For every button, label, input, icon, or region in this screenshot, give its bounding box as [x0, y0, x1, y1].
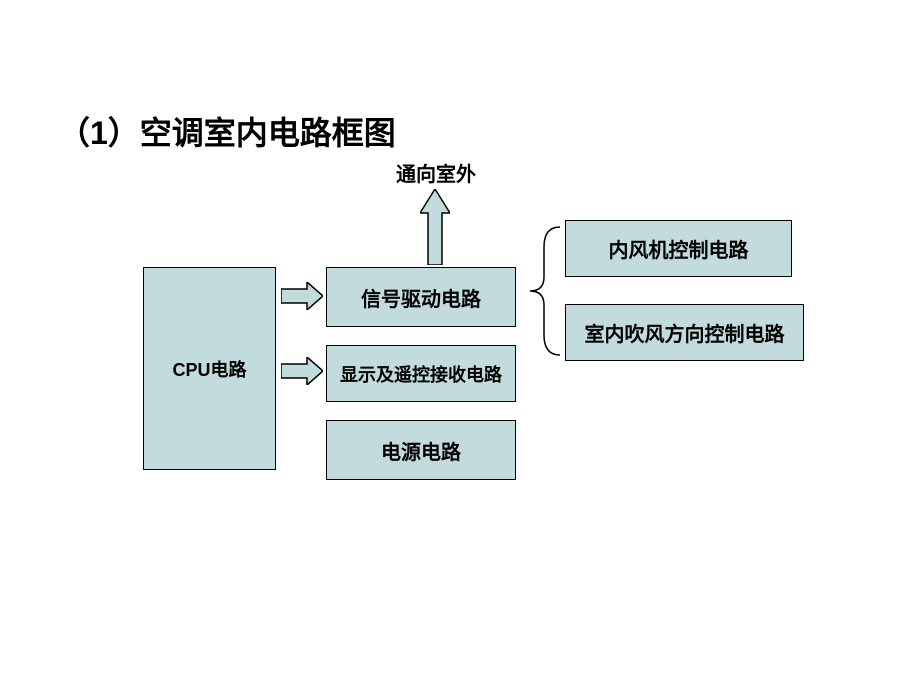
cpu-box: CPU电路 — [143, 267, 276, 470]
direction-control-box: 室内吹风方向控制电路 — [565, 304, 804, 361]
right-arrow-1-icon — [281, 282, 323, 310]
display-remote-label: 显示及遥控接收电路 — [340, 361, 502, 387]
fan-control-box: 内风机控制电路 — [565, 220, 792, 277]
right-arrow-2-icon — [281, 357, 323, 385]
up-arrow-icon — [420, 189, 450, 265]
direction-control-label: 室内吹风方向控制电路 — [585, 318, 785, 347]
display-remote-box: 显示及遥控接收电路 — [326, 345, 516, 402]
power-label: 电源电路 — [381, 436, 461, 465]
cpu-box-label: CPU电路 — [172, 356, 246, 382]
signal-drive-box: 信号驱动电路 — [326, 267, 516, 327]
slide-title: （1）空调室内电路框图 — [58, 108, 396, 154]
signal-drive-label: 信号驱动电路 — [361, 283, 481, 312]
brace-icon — [524, 223, 562, 359]
power-box: 电源电路 — [326, 420, 516, 480]
outdoor-label: 通向室外 — [396, 158, 476, 187]
fan-control-label: 内风机控制电路 — [609, 234, 749, 263]
